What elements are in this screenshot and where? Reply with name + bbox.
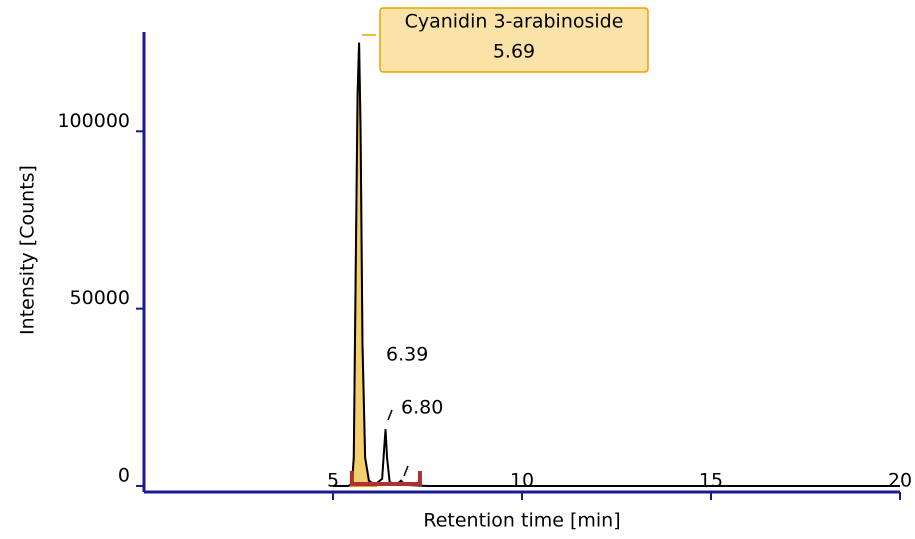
peak-label: 5.69 — [493, 41, 535, 63]
peak-marker — [387, 409, 393, 421]
peak-name: Cyanidin 3-arabinoside — [405, 11, 624, 33]
peak-area — [350, 42, 377, 487]
x-tick-label: 10 — [510, 470, 534, 492]
peak-marker — [403, 465, 409, 477]
x-tick-label: 20 — [888, 470, 912, 492]
chromatogram-line — [333, 42, 900, 487]
x-tick-label: 5 — [327, 470, 339, 492]
peak-label: 6.80 — [401, 397, 443, 419]
x-axis-label: Retention time [min] — [423, 510, 620, 532]
peak-label: 6.39 — [386, 344, 428, 366]
y-tick-label: 100000 — [57, 110, 130, 132]
integration-bracket — [349, 471, 422, 486]
y-tick-label: 0 — [118, 464, 130, 486]
y-tick-label: 50000 — [70, 287, 130, 309]
x-tick-label: 15 — [699, 470, 723, 492]
y-axis-label: Intensity [Counts] — [17, 165, 39, 335]
peak-label-box — [379, 7, 649, 73]
